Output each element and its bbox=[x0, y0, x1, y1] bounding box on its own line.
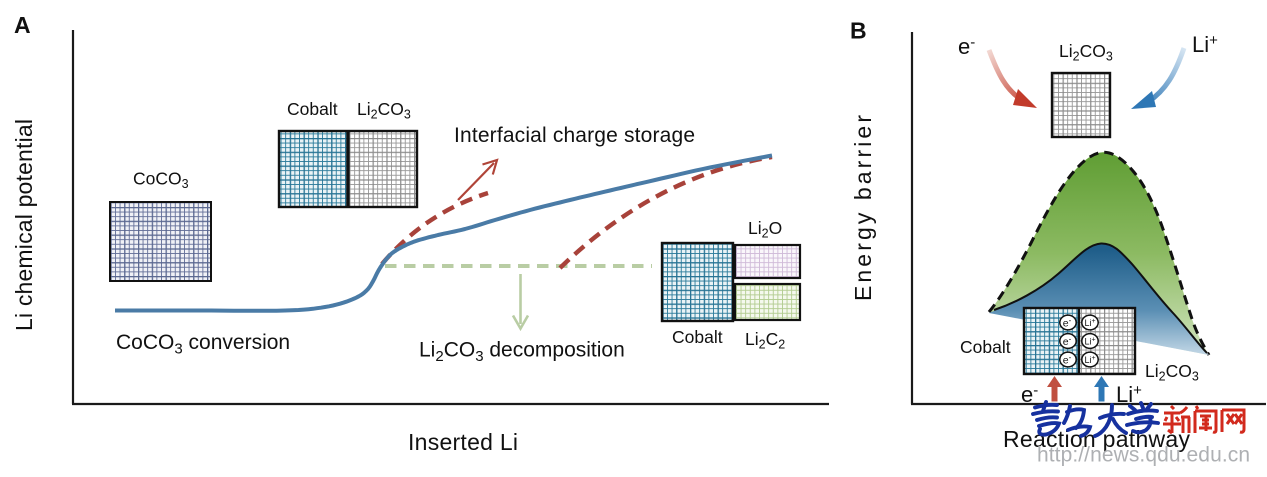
svg-text:e-: e- bbox=[1063, 353, 1072, 367]
svg-text:Reaction pathway: Reaction pathway bbox=[1003, 426, 1191, 452]
svg-text:A: A bbox=[14, 12, 31, 38]
svg-text:http://news.qdu.edu.cn: http://news.qdu.edu.cn bbox=[1037, 444, 1250, 467]
svg-text:Li2O: Li2O bbox=[748, 218, 782, 241]
svg-text:Li2C2: Li2C2 bbox=[745, 329, 785, 352]
svg-text:e-: e- bbox=[1063, 316, 1072, 330]
svg-text:Li+: Li+ bbox=[1084, 355, 1095, 365]
svg-text:CoCO3 conversion: CoCO3 conversion bbox=[116, 331, 290, 358]
svg-text:Interfacial charge storage: Interfacial charge storage bbox=[454, 124, 695, 147]
svg-text:Energy barrier: Energy barrier bbox=[850, 115, 876, 301]
svg-text:Cobalt: Cobalt bbox=[960, 337, 1011, 357]
svg-text:Li2CO3: Li2CO3 bbox=[1145, 361, 1199, 384]
svg-text:Li chemical potential: Li chemical potential bbox=[11, 119, 37, 331]
svg-text:Li+: Li+ bbox=[1084, 318, 1095, 328]
svg-text:Inserted Li: Inserted Li bbox=[408, 429, 518, 455]
svg-text:e-: e- bbox=[1063, 335, 1072, 349]
svg-text:Cobalt: Cobalt bbox=[672, 327, 723, 347]
svg-text:Li+: Li+ bbox=[1084, 337, 1095, 347]
svg-text:Li2CO3: Li2CO3 bbox=[357, 99, 411, 122]
svg-text:Li2CO3: Li2CO3 bbox=[1059, 41, 1113, 64]
svg-text:Li+: Li+ bbox=[1192, 32, 1218, 57]
svg-text:CoCO3: CoCO3 bbox=[133, 169, 189, 192]
svg-text:B: B bbox=[850, 18, 867, 44]
svg-text:Cobalt: Cobalt bbox=[287, 99, 338, 119]
svg-text:Li2CO3 decomposition: Li2CO3 decomposition bbox=[419, 339, 625, 366]
svg-text:e-: e- bbox=[958, 34, 975, 59]
